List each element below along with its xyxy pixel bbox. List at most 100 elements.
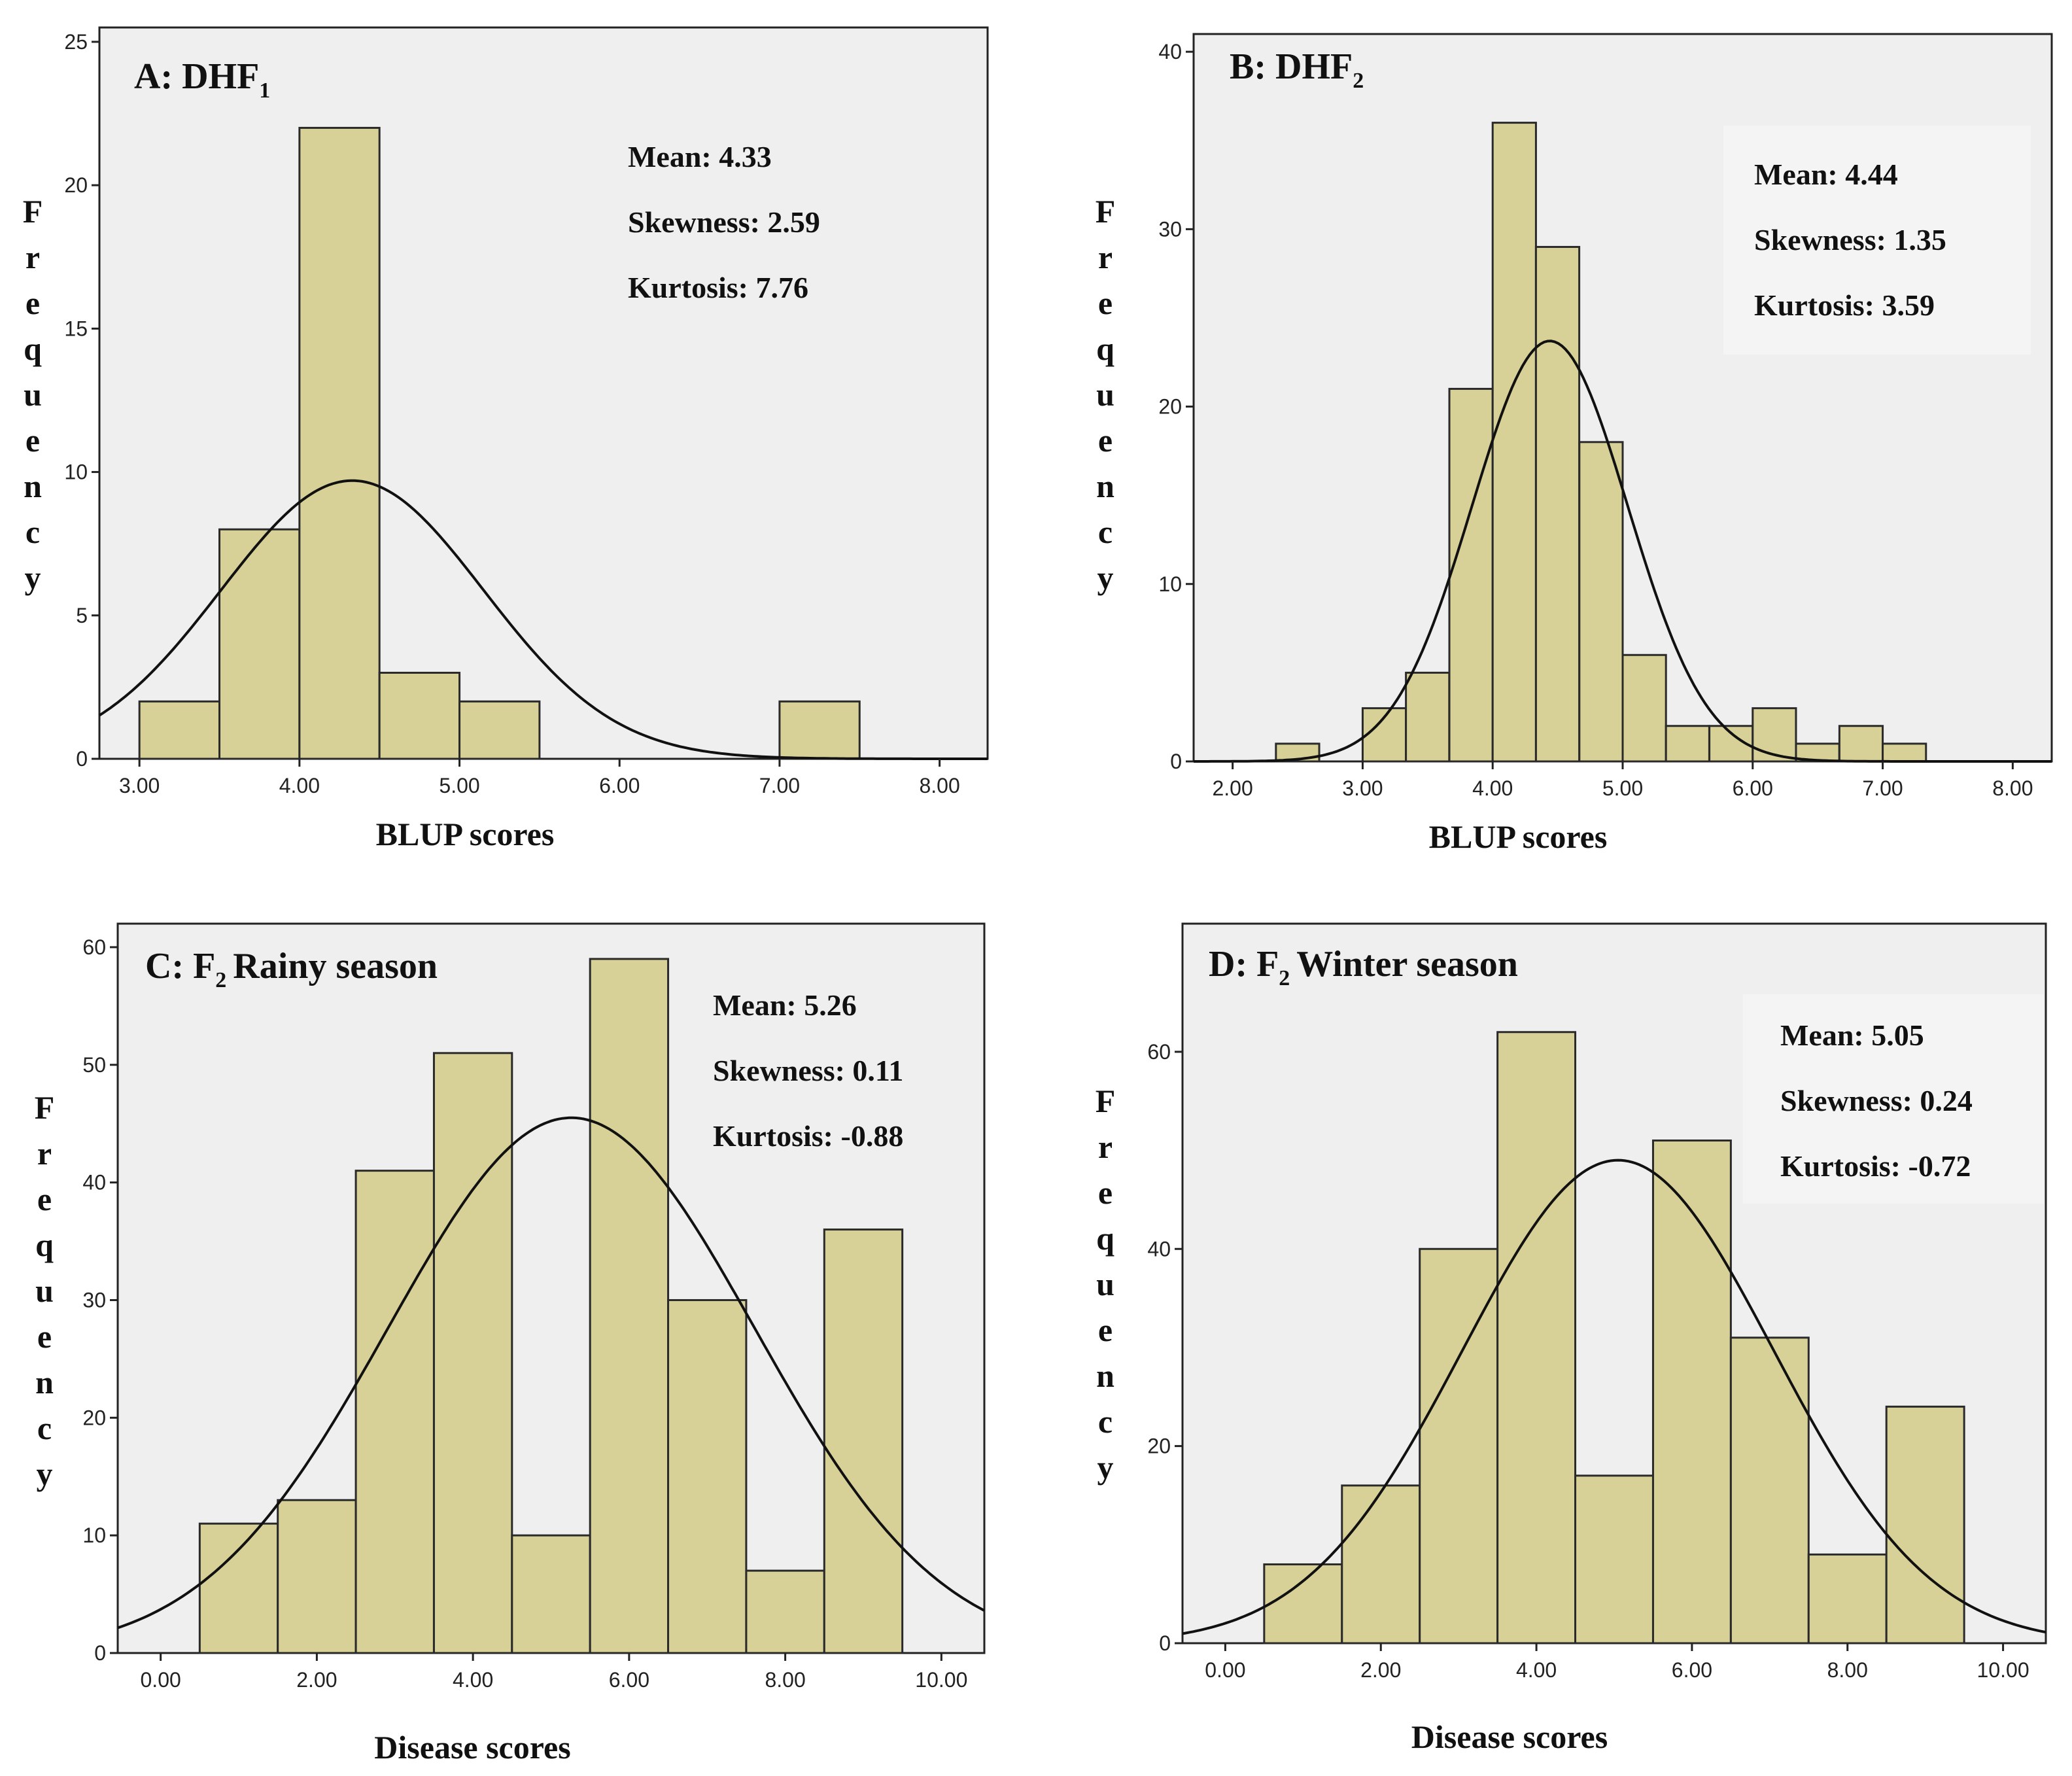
histogram-bar — [1448, 387, 1494, 763]
histogram-bar — [1752, 707, 1797, 763]
x-tick-label: 0.00 — [141, 1668, 181, 1692]
y-tick-label: 30 — [1158, 217, 1182, 241]
histogram-bar — [1651, 1140, 1732, 1645]
x-tick-label: 8.00 — [765, 1668, 805, 1692]
histogram-bar — [1882, 742, 1927, 763]
stat-skewness: Skewness: 0.24 — [1780, 1084, 1973, 1117]
y-tick-label: 60 — [1147, 1040, 1171, 1064]
y-tick-label: 60 — [82, 935, 106, 959]
histogram-panel-a: 3.00 4.00 5.00 6.00 7.00 8.00 0 5 10 15 20 25 BLUP s… — [23, 26, 989, 852]
histogram-bar — [1729, 1336, 1810, 1645]
stat-mean: Mean: 5.05 — [1780, 1019, 1924, 1052]
stats-box — [1743, 994, 2044, 1204]
stats-box — [1723, 126, 2031, 355]
y-axis-label-letter: e — [26, 422, 40, 459]
histogram-bar — [298, 126, 381, 760]
stat-kurtosis: Kurtosis: 3.59 — [1754, 288, 1935, 322]
x-tick-label: 4.00 — [1472, 776, 1513, 800]
y-axis-label-letter: r — [26, 239, 40, 275]
y-axis-label-letter: q — [24, 330, 42, 367]
y-axis-label-letter: q — [35, 1227, 54, 1263]
x-tick-label: 6.00 — [609, 1668, 649, 1692]
panel-title: C: F2 Rainy season — [145, 946, 438, 992]
y-axis-label-letter: c — [26, 514, 40, 550]
y-axis-label-letter: n — [35, 1364, 54, 1401]
histogram-bar — [511, 1534, 591, 1654]
y-axis-label-letter: e — [1098, 285, 1113, 321]
histogram-bar — [1534, 245, 1581, 763]
y-axis-label-letter: u — [1096, 376, 1114, 413]
histogram-bar — [778, 700, 861, 760]
y-tick-label: 40 — [82, 1171, 106, 1194]
histogram-bar — [1491, 122, 1537, 763]
x-tick-label: 8.00 — [1992, 776, 2033, 800]
x-tick-label: 6.00 — [599, 774, 640, 797]
y-tick-label: 0 — [1170, 750, 1182, 773]
y-tick-label: 10 — [1158, 572, 1182, 596]
y-tick-label: 0 — [1159, 1631, 1171, 1655]
normal-curve — [98, 479, 988, 760]
x-tick-label: 3.00 — [119, 774, 160, 797]
y-tick-label: 30 — [82, 1288, 106, 1312]
y-axis-label-letter: u — [35, 1272, 54, 1309]
x-tick-label: 2.00 — [1360, 1658, 1401, 1682]
y-tick-label: 20 — [1158, 395, 1182, 419]
y-axis-label-letter: n — [1096, 1357, 1114, 1394]
y-tick-label: 10 — [64, 461, 88, 484]
y-tick-label: 50 — [82, 1053, 106, 1077]
histogram-bar — [1621, 653, 1667, 763]
x-tick-label: 6.00 — [1733, 776, 1773, 800]
y-tick-label: 40 — [1147, 1237, 1171, 1261]
histogram-bar — [1263, 1563, 1343, 1645]
y-axis-label-letter: y — [37, 1455, 53, 1492]
histogram-bar — [823, 1228, 904, 1654]
panel-title-subscript: 2 — [215, 968, 226, 992]
histogram-bar — [198, 1522, 279, 1654]
y-tick-label: 20 — [64, 173, 88, 197]
y-axis-label-letter: c — [37, 1410, 52, 1446]
x-tick-label: 10.00 — [915, 1668, 967, 1692]
y-axis-label-letter: e — [26, 285, 40, 321]
histogram-bar — [378, 671, 461, 760]
histogram-bar — [277, 1499, 357, 1654]
y-axis-label-letter: F — [1096, 1083, 1116, 1119]
y-axis-label-letter: e — [37, 1318, 52, 1355]
x-tick-label: 8.00 — [919, 774, 959, 797]
panel-title: D: F2 Winter season — [1209, 944, 1518, 990]
y-axis-label-letter: q — [1096, 1220, 1114, 1257]
x-axis-label: BLUP scores — [1429, 818, 1608, 855]
y-tick-label: 0 — [76, 747, 88, 771]
panel-title-subscript: 2 — [1279, 966, 1290, 990]
stat-mean: Mean: 4.33 — [628, 140, 772, 173]
y-axis-label-letter: y — [1097, 559, 1114, 596]
y-axis-label-letter: y — [25, 559, 41, 596]
y-tick-label: 40 — [1158, 40, 1182, 63]
normal-curve — [1182, 1158, 2046, 1635]
histogram-panel-c: 0.00 2.00 4.00 6.00 8.00 10.00 0 10 20 30 40 50 60 Di… — [35, 922, 986, 1766]
x-tick-label: 4.00 — [279, 774, 320, 797]
stat-skewness: Skewness: 0.11 — [713, 1054, 903, 1087]
histogram-bar — [1405, 671, 1451, 763]
panel-title-subscript: 2 — [1353, 69, 1364, 93]
stat-kurtosis: Kurtosis: 7.76 — [628, 271, 808, 304]
y-axis-label-letter: r — [37, 1135, 52, 1172]
panel-title-main: D: F — [1209, 944, 1279, 984]
histogram-bar — [1419, 1247, 1499, 1645]
stat-mean: Mean: 4.44 — [1754, 158, 1898, 191]
y-tick-label: 20 — [82, 1406, 106, 1429]
stat-skewness: Skewness: 1.35 — [1754, 223, 1946, 256]
x-axis-label: BLUP scores — [376, 816, 555, 852]
y-axis-label-letter: n — [24, 468, 42, 504]
y-axis-label-letter: e — [1098, 1312, 1113, 1348]
y-tick-label: 0 — [94, 1641, 106, 1665]
histogram-bar — [1838, 725, 1884, 763]
histogram-bar — [138, 700, 221, 760]
histogram-bar — [1665, 725, 1710, 763]
histogram-panel-b: 2.00 3.00 4.00 5.00 6.00 7.00 8.00 0 10 20 30 40 BLU… — [1096, 33, 2053, 855]
normal-curve — [1194, 340, 2052, 763]
histogram-bar — [218, 528, 301, 760]
y-tick-label: 5 — [76, 604, 88, 627]
